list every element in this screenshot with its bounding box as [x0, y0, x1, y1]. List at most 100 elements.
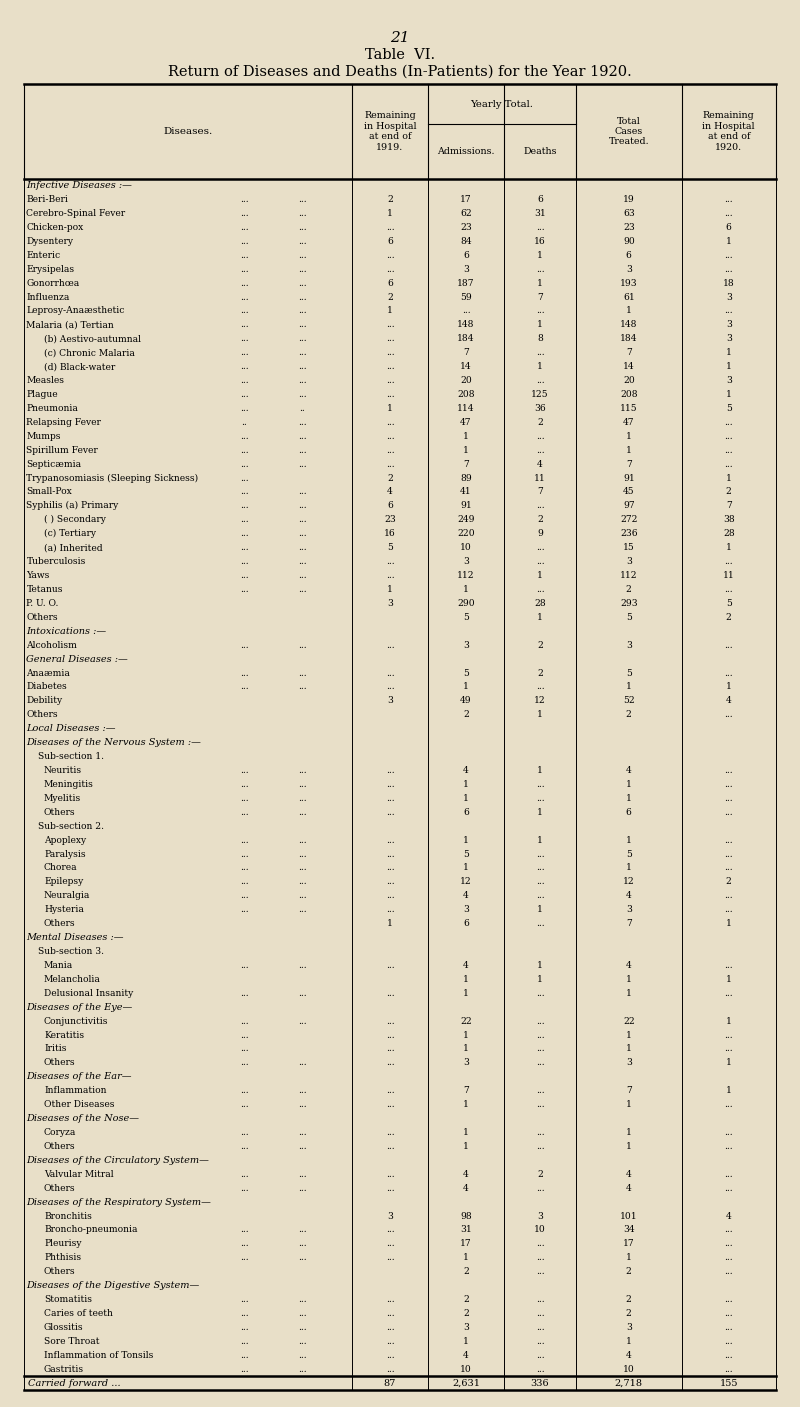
Text: 6: 6: [726, 222, 732, 232]
Text: 2: 2: [387, 474, 393, 483]
Text: Measles: Measles: [26, 376, 64, 386]
Text: ...: ...: [240, 250, 248, 260]
Text: ...: ...: [386, 1309, 394, 1318]
Text: 5: 5: [626, 850, 632, 858]
Text: ...: ...: [298, 808, 306, 816]
Text: Debility: Debility: [26, 696, 62, 705]
Text: 1: 1: [626, 1142, 632, 1151]
Text: 336: 336: [530, 1379, 550, 1387]
Text: 5: 5: [726, 599, 732, 608]
Text: 3: 3: [387, 696, 393, 705]
Text: ...: ...: [386, 335, 394, 343]
Text: Intoxications :—: Intoxications :—: [26, 626, 106, 636]
Text: 12: 12: [460, 878, 472, 886]
Text: ...: ...: [240, 557, 248, 566]
Text: ...: ...: [725, 1225, 733, 1234]
Text: ...: ...: [298, 557, 306, 566]
Text: 4: 4: [726, 696, 732, 705]
Text: ...: ...: [386, 376, 394, 386]
Text: 1: 1: [537, 808, 543, 816]
Text: 1: 1: [626, 975, 632, 983]
Text: ...: ...: [298, 1365, 306, 1373]
Text: ...: ...: [725, 1183, 733, 1193]
Text: ...: ...: [386, 765, 394, 775]
Text: ...: ...: [725, 1100, 733, 1109]
Text: ...: ...: [386, 864, 394, 872]
Text: Leprosy-Anaæsthetic: Leprosy-Anaæsthetic: [26, 307, 125, 315]
Text: 4: 4: [463, 765, 469, 775]
Text: ...: ...: [240, 765, 248, 775]
Text: 1: 1: [463, 585, 469, 594]
Text: 9: 9: [537, 529, 543, 539]
Text: ...: ...: [536, 919, 544, 929]
Text: ...: ...: [725, 432, 733, 440]
Text: ...: ...: [240, 236, 248, 246]
Text: 1: 1: [726, 236, 732, 246]
Text: ...: ...: [240, 362, 248, 371]
Text: ...: ...: [240, 529, 248, 539]
Text: ...: ...: [725, 1309, 733, 1318]
Text: 1: 1: [726, 975, 732, 983]
Text: ...: ...: [240, 1169, 248, 1179]
Text: ...: ...: [298, 515, 306, 525]
Text: ...: ...: [298, 1294, 306, 1304]
Text: 1: 1: [626, 1100, 632, 1109]
Text: 3: 3: [726, 321, 732, 329]
Text: ...: ...: [386, 1183, 394, 1193]
Text: 1: 1: [537, 571, 543, 580]
Text: 7: 7: [626, 919, 632, 929]
Text: 11: 11: [534, 474, 546, 483]
Text: 1: 1: [463, 864, 469, 872]
Text: Trypanosomiasis (Sleeping Sickness): Trypanosomiasis (Sleeping Sickness): [26, 474, 198, 483]
Text: 8: 8: [537, 335, 543, 343]
Text: (d) Black-water: (d) Black-water: [44, 362, 115, 371]
Text: 98: 98: [460, 1211, 472, 1220]
Text: Syphilis (a) Primary: Syphilis (a) Primary: [26, 501, 118, 511]
Text: ...: ...: [240, 1365, 248, 1373]
Text: ...: ...: [386, 891, 394, 900]
Text: 1: 1: [387, 919, 393, 929]
Text: Valvular Mitral: Valvular Mitral: [44, 1169, 114, 1179]
Text: 4: 4: [626, 891, 632, 900]
Text: 1: 1: [626, 307, 632, 315]
Text: ...: ...: [725, 765, 733, 775]
Text: Spirillum Fever: Spirillum Fever: [26, 446, 98, 454]
Text: 61: 61: [623, 293, 634, 301]
Text: ...: ...: [386, 349, 394, 357]
Text: ...: ...: [725, 961, 733, 969]
Text: ...: ...: [386, 1351, 394, 1359]
Text: 3: 3: [463, 905, 469, 915]
Text: 38: 38: [723, 515, 734, 525]
Text: ...: ...: [386, 571, 394, 580]
Text: Caries of teeth: Caries of teeth: [44, 1309, 113, 1318]
Text: 1: 1: [726, 919, 732, 929]
Text: ...: ...: [536, 1268, 544, 1276]
Text: ...: ...: [536, 543, 544, 552]
Text: ...: ...: [298, 279, 306, 287]
Text: 5: 5: [463, 668, 469, 678]
Text: ...: ...: [240, 1086, 248, 1095]
Text: ...: ...: [240, 864, 248, 872]
Text: 34: 34: [623, 1225, 634, 1234]
Text: 10: 10: [534, 1225, 546, 1234]
Text: 11: 11: [723, 571, 734, 580]
Text: 184: 184: [620, 335, 638, 343]
Text: 1: 1: [463, 975, 469, 983]
Text: Influenza: Influenza: [26, 293, 70, 301]
Text: 7: 7: [463, 1086, 469, 1095]
Text: ...: ...: [725, 668, 733, 678]
Text: 5: 5: [626, 668, 632, 678]
Text: 2: 2: [726, 487, 732, 497]
Text: 31: 31: [460, 1225, 472, 1234]
Text: 7: 7: [626, 1086, 632, 1095]
Text: ...: ...: [298, 668, 306, 678]
Text: ...: ...: [298, 1017, 306, 1026]
Text: ...: ...: [536, 585, 544, 594]
Text: ...: ...: [240, 265, 248, 274]
Text: 2: 2: [537, 1169, 543, 1179]
Text: ...: ...: [240, 891, 248, 900]
Text: Inflammation of Tonsils: Inflammation of Tonsils: [44, 1351, 154, 1359]
Text: ...: ...: [298, 487, 306, 497]
Text: Bronchitis: Bronchitis: [44, 1211, 92, 1220]
Text: 87: 87: [384, 1379, 396, 1387]
